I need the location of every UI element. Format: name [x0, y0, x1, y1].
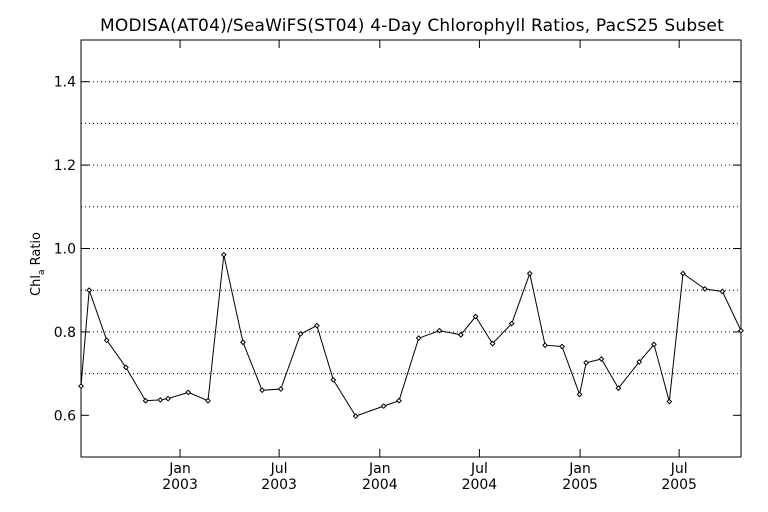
- data-point-9: [220, 251, 227, 258]
- data-point-19: [415, 335, 422, 342]
- data-point-14: [313, 322, 320, 329]
- x-tick-label-month-5: Jul: [670, 461, 688, 477]
- x-tick-label-year-2: 2004: [362, 477, 398, 493]
- grid-lines: [81, 81, 741, 375]
- series-line-0: [80, 254, 742, 417]
- data-point-4: [142, 397, 149, 404]
- data-point-32: [636, 359, 643, 365]
- data-point-36: [701, 286, 708, 292]
- data-point-22: [472, 313, 479, 320]
- data-point-5: [157, 396, 164, 403]
- y-tick-label-2: 1.0: [54, 242, 76, 258]
- data-point-21: [457, 331, 464, 338]
- y-tick-label-4: 1.4: [54, 75, 76, 91]
- data-point-29: [583, 359, 590, 366]
- data-point-37: [719, 288, 726, 295]
- data-point-6: [165, 395, 171, 402]
- data-point-15: [330, 376, 337, 383]
- data-point-17: [380, 403, 387, 410]
- data-point-7: [185, 389, 192, 396]
- data-point-27: [559, 343, 565, 350]
- y-tick-label-0: 0.6: [54, 408, 76, 424]
- data-point-24: [508, 320, 515, 327]
- data-point-1: [86, 287, 93, 294]
- x-tick-label-year-1: 2003: [261, 477, 297, 493]
- y-axis-label-subscript: a: [37, 270, 47, 276]
- data-point-12: [277, 386, 284, 392]
- x-tick-label-year-4: 2005: [562, 477, 598, 493]
- data-point-33: [651, 341, 657, 348]
- x-tick-label-month-1: Jul: [270, 461, 288, 477]
- data-point-23: [489, 340, 496, 347]
- x-tick-label-year-3: 2004: [462, 477, 498, 493]
- data-point-38: [738, 327, 744, 334]
- data-point-8: [205, 397, 211, 404]
- y-axis-label-suffix: Ratio: [29, 232, 44, 270]
- x-tick-label-month-4: Jan: [568, 461, 591, 477]
- data-point-30: [598, 356, 605, 362]
- data-point-3: [122, 364, 129, 371]
- data-point-10: [240, 339, 246, 346]
- x-tick-label-month-0: Jan: [168, 461, 191, 477]
- data-point-13: [297, 331, 304, 337]
- data-point-31: [615, 385, 622, 392]
- y-axis-label-main: Chl: [29, 275, 44, 296]
- chart-title: MODISA(AT04)/SeaWiFS(ST04) 4-Day Chlorop…: [100, 16, 724, 36]
- y-axis: 0.6 0.8 1.0 1.2 1.4: [54, 75, 741, 424]
- data-point-18: [396, 397, 402, 404]
- y-axis-label: Chla Ratio: [29, 232, 47, 296]
- data-point-11: [259, 387, 266, 394]
- data-point-0: [78, 383, 84, 390]
- data-point-20: [436, 327, 443, 334]
- data-point-25: [526, 270, 533, 277]
- data-point-2: [103, 337, 110, 344]
- data-point-26: [542, 342, 548, 349]
- y-tick-label-1: 0.8: [54, 325, 76, 341]
- data-point-28: [576, 391, 583, 398]
- x-tick-label-year-5: 2005: [661, 477, 697, 493]
- data-point-35: [680, 270, 686, 277]
- data-point-34: [666, 398, 673, 405]
- y-tick-label-3: 1.2: [54, 158, 76, 174]
- series: [78, 251, 744, 420]
- x-axis: Jan2003Jul2003Jan2004Jul2004Jan2005Jul20…: [162, 40, 697, 493]
- x-tick-label-year-0: 2003: [162, 477, 198, 493]
- x-tick-label-month-3: Jul: [470, 461, 488, 477]
- data-point-16: [352, 413, 359, 420]
- x-tick-label-month-2: Jan: [368, 461, 391, 477]
